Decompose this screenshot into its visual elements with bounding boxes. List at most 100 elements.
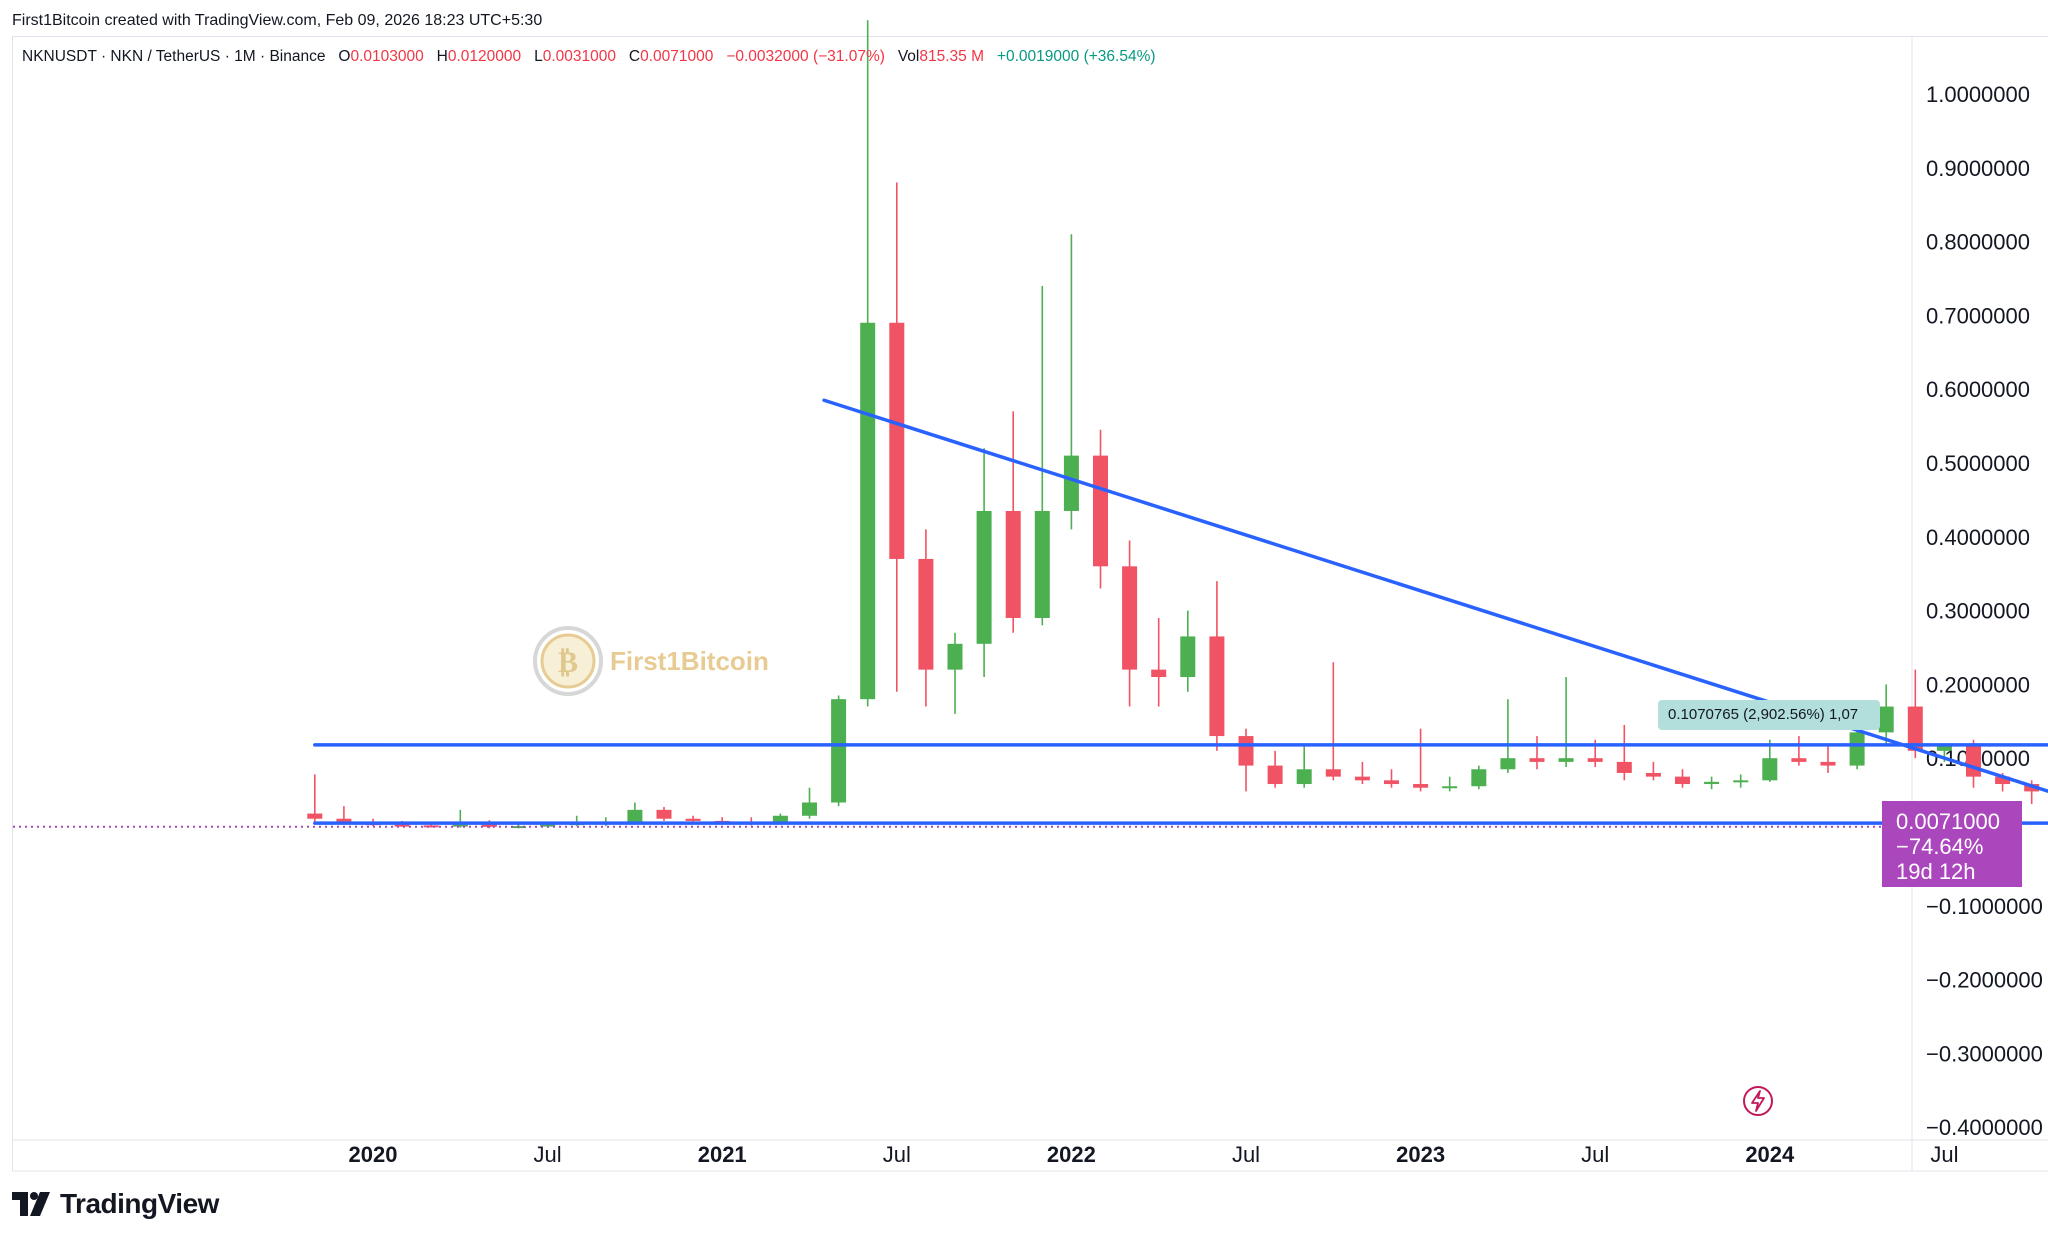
y-tick-label: 0.8000000 <box>1926 230 2030 255</box>
last-price-tag: 0.0071000 −74.64% 19d 12h <box>1882 801 2022 887</box>
candle-body[interactable] <box>831 699 847 803</box>
candle-body[interactable] <box>394 824 410 827</box>
x-tick-label: Jul <box>1581 1142 1609 1167</box>
last-price: 0.0071000 <box>1896 809 2000 834</box>
watermark: ₿ First1Bitcoin <box>532 625 769 697</box>
x-tick-label: 2020 <box>349 1142 398 1167</box>
candle-body[interactable] <box>1762 758 1778 781</box>
candle-body[interactable] <box>1645 772 1661 777</box>
y-tick-label: 0.2000000 <box>1926 672 2030 697</box>
candle-body[interactable] <box>1966 743 1981 777</box>
candle-body[interactable] <box>540 824 556 827</box>
candle-body[interactable] <box>1034 510 1050 618</box>
flash-icon[interactable] <box>1741 1084 1775 1123</box>
legend-symbol[interactable]: NKNUSDT · NKN / TetherUS · 1M · Binance <box>22 48 326 65</box>
last-price-change: −74.64% <box>1896 834 1984 859</box>
candle-body[interactable] <box>685 818 701 821</box>
candle-body[interactable] <box>1791 758 1807 762</box>
candle-body[interactable] <box>1325 769 1341 777</box>
candle-body[interactable] <box>1878 706 1894 733</box>
x-tick-label: 2021 <box>698 1142 747 1167</box>
legend-high-value: 0.0120000 <box>447 48 522 65</box>
candle-body[interactable] <box>889 322 905 559</box>
measure-label[interactable]: 0.1070765 (2,902.56%) 1,07 <box>1658 700 1880 730</box>
watermark-text: First1Bitcoin <box>610 645 769 676</box>
candle-body[interactable] <box>1238 736 1254 766</box>
candle-body[interactable] <box>1820 761 1836 766</box>
chart-credit: First1Bitcoin created with TradingView.c… <box>12 12 543 29</box>
candle-body[interactable] <box>1936 743 1952 751</box>
tradingview-logo-text: TradingView <box>60 1188 219 1219</box>
legend-open-value: 0.0103000 <box>350 48 424 65</box>
candle-body[interactable] <box>976 510 992 644</box>
chart-panel <box>12 36 2048 1171</box>
candle-body[interactable] <box>772 815 788 824</box>
candle-body[interactable] <box>1733 780 1749 783</box>
x-tick-label: 2023 <box>1396 1142 1445 1167</box>
coin-logo-icon: ₿ <box>533 626 603 696</box>
candle-body[interactable] <box>1500 758 1516 770</box>
candle-body[interactable] <box>1529 758 1545 762</box>
candle-body[interactable] <box>1995 776 2011 785</box>
y-tick-label: 0.7000000 <box>1926 303 2030 328</box>
legend-volume-change: +0.0019000 (+36.54%) <box>996 48 1156 65</box>
candle-body[interactable] <box>860 322 876 700</box>
candle-body[interactable] <box>1005 510 1021 618</box>
y-tick-label: 1.0000000 <box>1926 82 2030 107</box>
candle-body[interactable] <box>1296 769 1312 785</box>
candle-body[interactable] <box>802 802 817 816</box>
candle-body[interactable] <box>1616 761 1632 773</box>
y-tick-label: 0.6000000 <box>1926 377 2030 402</box>
y-tick-label: 0.9000000 <box>1926 156 2030 181</box>
candle-body[interactable] <box>452 824 468 827</box>
y-tick-label: 0.5000000 <box>1926 451 2030 476</box>
candle-body[interactable] <box>307 813 323 819</box>
symbol-legend: NKNUSDT · NKN / TetherUS · 1M · Binance … <box>22 48 1156 66</box>
x-tick-label: Jul <box>534 1142 562 1167</box>
candle-body[interactable] <box>627 809 643 822</box>
candle-body[interactable] <box>918 558 934 670</box>
candle-body[interactable] <box>1063 455 1079 511</box>
legend-volume-value: 815.35 M <box>919 48 985 65</box>
legend-open-key: O <box>338 48 351 65</box>
candle-body[interactable] <box>1180 636 1196 678</box>
tradingview-logo-icon <box>12 1192 50 1216</box>
bar-countdown: 19d 12h <box>1896 859 1976 884</box>
x-tick-label: Jul <box>1232 1142 1260 1167</box>
tradingview-logo[interactable]: TradingView <box>12 1188 219 1220</box>
x-tick-label: Jul <box>883 1142 911 1167</box>
candle-body[interactable] <box>336 818 352 824</box>
candle-body[interactable] <box>1384 780 1399 785</box>
candle-body[interactable] <box>656 809 672 819</box>
candle-body[interactable] <box>423 825 439 828</box>
y-tick-label: −0.3000000 <box>1926 1041 2043 1066</box>
candle-body[interactable] <box>1122 566 1138 670</box>
candle-body[interactable] <box>481 824 497 827</box>
candle-body[interactable] <box>1849 732 1865 766</box>
x-tick-label: 2024 <box>1745 1142 1795 1167</box>
candle-body[interactable] <box>1675 776 1690 785</box>
y-tick-label: −0.1000000 <box>1926 894 2043 919</box>
y-tick-label: −0.4000000 <box>1926 1115 2043 1140</box>
svg-text:₿: ₿ <box>558 646 578 679</box>
candle-body[interactable] <box>1907 706 1923 751</box>
y-tick-label: −0.2000000 <box>1926 968 2043 993</box>
candle-body[interactable] <box>1267 765 1283 785</box>
candle-body[interactable] <box>1093 455 1108 567</box>
candle-body[interactable] <box>1413 784 1429 788</box>
candle-body[interactable] <box>1354 776 1370 781</box>
candle-body[interactable] <box>947 643 963 670</box>
legend-high-key: H <box>436 48 448 65</box>
x-tick-label: 2022 <box>1047 1142 1096 1167</box>
candle-body[interactable] <box>1151 669 1167 678</box>
descending-trendline[interactable] <box>822 398 2048 823</box>
candle-body[interactable] <box>1209 636 1225 737</box>
candle-body[interactable] <box>1587 758 1603 762</box>
candle-body[interactable] <box>1442 786 1458 789</box>
legend-close-key: C <box>628 48 641 65</box>
candle-body[interactable] <box>1704 781 1720 785</box>
candle-body[interactable] <box>1471 769 1487 787</box>
candle-body[interactable] <box>1558 758 1574 762</box>
legend-change: −0.0032000 (−31.07%) <box>726 48 885 65</box>
